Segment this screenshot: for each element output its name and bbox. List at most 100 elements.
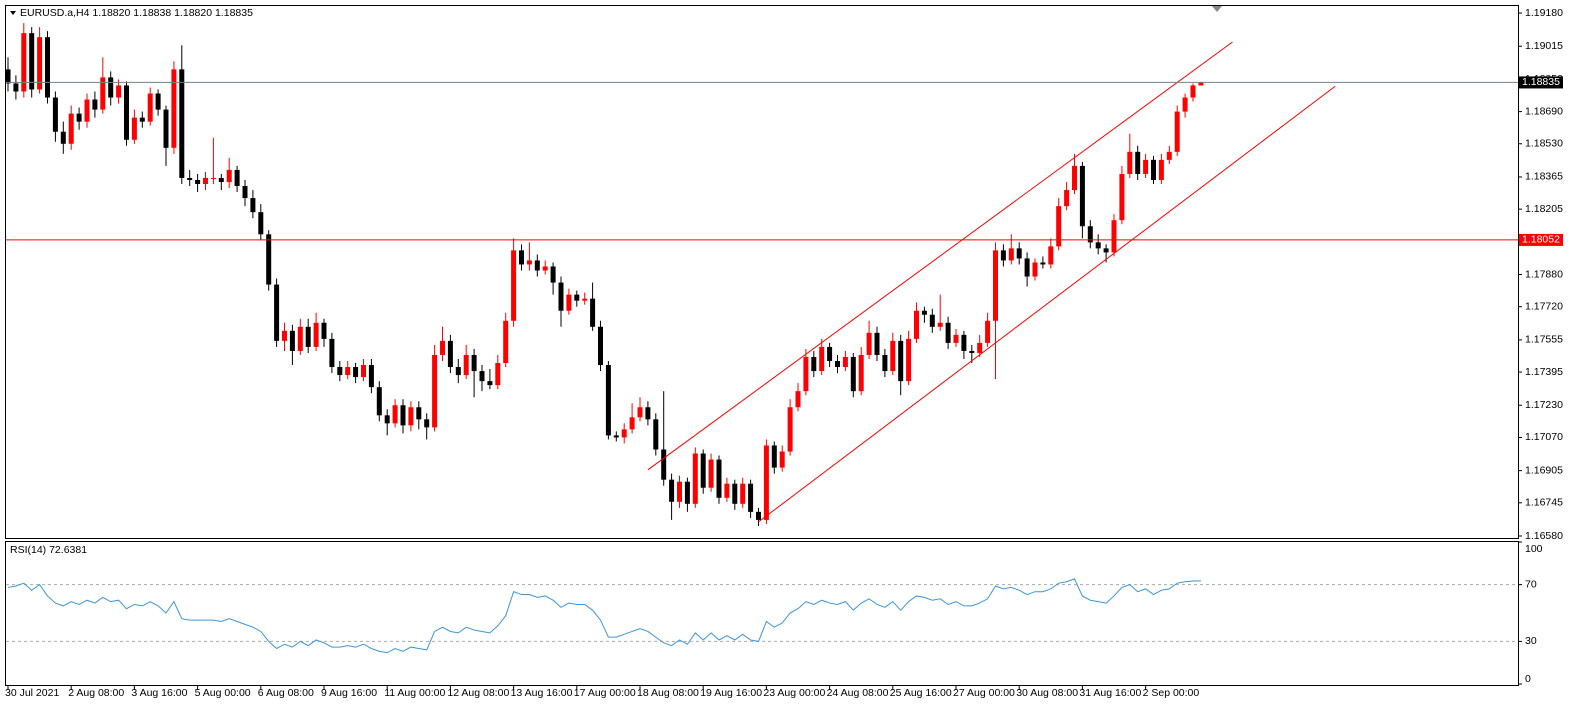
candle-body — [827, 346, 833, 362]
candle-body — [677, 481, 682, 502]
candle-body — [929, 314, 935, 327]
candle-body — [779, 451, 785, 468]
candle-body — [724, 483, 730, 498]
x-tick-label: 12 Aug 08:00 — [447, 687, 509, 699]
candle-body — [195, 179, 201, 185]
candle-body — [424, 419, 430, 428]
y-tick-label: 30 — [1525, 635, 1537, 647]
candle-body — [1000, 250, 1006, 261]
candle-body — [937, 322, 943, 327]
candle-body — [1135, 151, 1141, 174]
candle-body — [811, 356, 817, 372]
candle-body — [210, 177, 216, 179]
candle-body — [882, 354, 888, 372]
candle-body — [1032, 262, 1038, 277]
candle-body — [716, 459, 722, 498]
y-tick-label: 1.17720 — [1525, 300, 1563, 312]
candle-body — [179, 69, 185, 178]
candle-body — [1095, 242, 1101, 249]
candle-body — [52, 97, 58, 132]
y-tick-label: 1.18365 — [1525, 171, 1563, 183]
candle-body — [384, 415, 390, 424]
candle-body — [542, 266, 548, 271]
x-tick-label: 27 Aug 00:00 — [953, 687, 1015, 699]
candle-body — [37, 37, 43, 90]
candle-body — [203, 177, 208, 185]
candle-body — [526, 260, 532, 265]
candle-body — [732, 483, 738, 504]
candle-body — [898, 340, 904, 382]
x-tick-label: 2 Aug 08:00 — [68, 687, 124, 699]
candle-body — [1072, 165, 1077, 191]
candle-body — [282, 330, 287, 341]
candle-body — [447, 340, 453, 368]
candle-body — [945, 322, 951, 343]
candle-body — [1190, 85, 1196, 98]
candle-body — [582, 298, 588, 301]
candle-body — [740, 483, 746, 504]
x-tick-label: 6 Aug 08:00 — [258, 687, 314, 699]
candle-body — [471, 354, 477, 372]
y-tick-label: 100 — [1525, 543, 1543, 555]
candle-body — [495, 363, 501, 386]
candle-body — [914, 310, 919, 339]
candle-body — [692, 453, 698, 504]
candle-body — [574, 294, 580, 301]
rsi-panel — [5, 541, 1519, 686]
y-tick-label: 1.18205 — [1525, 203, 1563, 215]
candle-body — [874, 332, 880, 355]
candle-body — [906, 338, 912, 382]
candle-body — [842, 356, 848, 368]
candle-body — [463, 354, 469, 376]
candle-body — [1064, 190, 1070, 207]
y-tick-label: 1.18690 — [1525, 105, 1563, 117]
candle-body — [803, 356, 809, 392]
candle-body — [108, 77, 114, 98]
x-tick-label: 18 Aug 08:00 — [637, 687, 699, 699]
price-panel — [5, 5, 1519, 539]
candle-body — [92, 99, 98, 110]
candle-body — [266, 234, 272, 285]
candle-body — [155, 93, 161, 110]
price-tag-label: 1.18835 — [1522, 76, 1560, 88]
trend-line — [758, 85, 1336, 523]
candle-body — [985, 320, 991, 343]
candle-body — [242, 186, 248, 199]
candle-body — [819, 346, 825, 372]
candle-body — [566, 294, 572, 311]
candle-body — [1008, 248, 1014, 261]
candle-body — [139, 117, 145, 122]
y-tick-label: 0 — [1525, 673, 1531, 685]
candle-body — [835, 361, 840, 368]
x-tick-label: 11 Aug 00:00 — [384, 687, 445, 699]
candle-body — [787, 407, 793, 452]
candle-body — [21, 33, 27, 92]
y-tick-label: 1.17070 — [1525, 431, 1563, 443]
candle-body — [1040, 262, 1046, 265]
candle-body — [353, 367, 359, 378]
y-tick-label: 1.16905 — [1525, 464, 1563, 476]
candle-body — [305, 326, 311, 347]
candle-body — [684, 481, 690, 504]
candle-body — [76, 113, 82, 122]
candle-body — [487, 381, 493, 386]
candle-body — [218, 177, 224, 182]
candle-body — [250, 198, 256, 213]
x-tick-label: 30 Jul 2021 — [5, 687, 59, 699]
candle-body — [969, 350, 975, 353]
candle-body — [226, 169, 232, 182]
candle-body — [550, 266, 556, 283]
candle-body — [1111, 220, 1117, 253]
candle-body — [890, 340, 896, 372]
candle-body — [653, 419, 659, 450]
y-tick-label: 1.17555 — [1525, 334, 1563, 346]
y-tick-label: 1.18530 — [1525, 138, 1563, 150]
candle-body — [455, 367, 461, 376]
candle-body — [748, 483, 754, 512]
candle-body — [669, 479, 675, 502]
chart-title: EURUSD.a,H4 1.18820 1.18838 1.18820 1.18… — [20, 7, 253, 19]
candle-body — [416, 407, 422, 420]
candle-body — [171, 69, 177, 148]
candle-body — [187, 177, 193, 180]
